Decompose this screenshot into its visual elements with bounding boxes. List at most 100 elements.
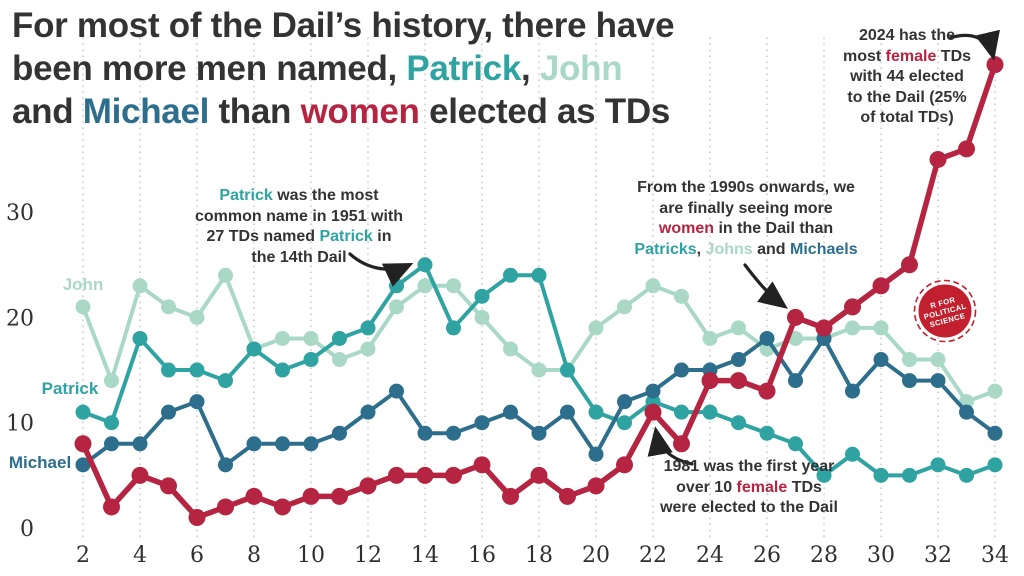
data-point — [132, 436, 148, 452]
data-point — [446, 278, 461, 294]
data-point — [674, 362, 689, 378]
plot-series — [74, 56, 1004, 526]
data-point — [674, 404, 689, 420]
series-label-michael: Michael — [8, 453, 72, 472]
data-point — [730, 372, 747, 390]
text-segment: female — [885, 47, 937, 65]
data-point — [218, 457, 233, 473]
data-point — [104, 436, 119, 452]
data-point — [560, 404, 575, 420]
arrow-to-2024-point — [948, 29, 1000, 61]
data-point — [359, 477, 377, 495]
data-point — [559, 487, 576, 505]
gridlines — [82, 37, 996, 541]
text-segment: to the Dail (25% — [847, 88, 967, 106]
series-label-john: John — [62, 275, 104, 294]
y-tick-label: 0 — [20, 517, 34, 542]
data-point — [503, 267, 518, 283]
x-tick-label: 4 — [133, 543, 147, 568]
text-segment: Patrick — [219, 187, 273, 204]
data-point — [332, 425, 347, 441]
data-point — [473, 456, 491, 474]
data-point — [104, 373, 119, 389]
series-women — [74, 56, 1004, 526]
y-tick-label: 30 — [6, 201, 34, 226]
data-point — [131, 466, 149, 484]
data-point — [275, 362, 290, 378]
x-tick-label: 20 — [582, 543, 610, 568]
data-point — [959, 404, 974, 420]
text-segment: , — [521, 49, 540, 88]
data-point — [303, 352, 319, 368]
data-point — [759, 425, 775, 441]
x-tick-label: 18 — [525, 543, 553, 568]
data-point — [758, 382, 776, 400]
text-segment: TDs — [936, 47, 972, 65]
text-segment: was the most — [272, 187, 379, 204]
data-point — [388, 466, 405, 484]
text-segment: over 10 — [676, 478, 737, 496]
annotation-arrows — [348, 29, 1000, 466]
data-point — [445, 466, 462, 484]
data-point — [815, 319, 833, 337]
data-point — [188, 508, 206, 526]
chart-title: For most of the Dail’s history, there ha… — [12, 4, 675, 133]
data-point — [417, 278, 433, 294]
data-point — [503, 404, 518, 420]
x-tick-label: 28 — [810, 543, 838, 568]
arrow-to-1981-point — [647, 426, 694, 466]
data-point — [275, 330, 290, 346]
data-point — [588, 320, 604, 336]
data-point — [218, 373, 233, 389]
data-point — [531, 362, 547, 378]
text-segment: are finally seeing more — [659, 199, 833, 217]
series-michael — [75, 330, 1003, 473]
data-point — [731, 320, 746, 336]
text-segment: with 44 elected — [850, 68, 964, 85]
data-point — [75, 457, 91, 473]
data-point — [958, 140, 975, 158]
data-point — [731, 352, 746, 368]
data-point — [987, 383, 1003, 399]
text-segment: elected as TDs — [419, 92, 670, 131]
data-point — [873, 352, 889, 368]
annotation-patrick-1951: Patrick was the most common name in 1951 … — [168, 186, 430, 268]
y-tick-label: 10 — [6, 412, 34, 437]
text-segment: 2024 has the — [858, 27, 956, 44]
data-point — [416, 466, 434, 484]
data-point — [189, 362, 205, 378]
data-point — [161, 362, 176, 378]
text-segment: Michael — [82, 92, 210, 131]
text-segment: the 14th Dail — [251, 248, 347, 266]
text-segment: women — [300, 92, 420, 131]
data-point — [389, 299, 404, 315]
arrow-to-14th-dail-peak — [348, 252, 414, 287]
data-point — [873, 467, 889, 483]
data-point — [332, 352, 347, 368]
data-point — [275, 436, 290, 452]
text-segment: Patricks — [634, 240, 697, 258]
data-point — [902, 352, 917, 368]
data-point — [844, 298, 861, 316]
series-label-patrick: Patrick — [41, 379, 99, 398]
data-point — [645, 278, 661, 294]
text-segment: in — [372, 228, 392, 245]
data-point — [302, 487, 320, 505]
y-tick-label: 20 — [6, 306, 34, 331]
x-tick-label: 8 — [247, 543, 261, 568]
data-point — [644, 403, 662, 421]
data-point — [360, 341, 376, 357]
data-point — [503, 341, 518, 357]
text-segment: common name in 1951 with — [194, 207, 404, 225]
data-point — [731, 415, 746, 431]
x-tick-label: 10 — [297, 543, 325, 568]
text-segment: most — [842, 47, 886, 65]
data-point — [103, 498, 120, 516]
data-point — [674, 288, 689, 304]
data-point — [360, 320, 376, 336]
x-tick-label: 12 — [354, 543, 382, 568]
data-point — [417, 425, 433, 441]
annotation-2024: 2024 has the most female TDs with 44 elect… — [823, 26, 991, 129]
data-point — [160, 477, 177, 495]
